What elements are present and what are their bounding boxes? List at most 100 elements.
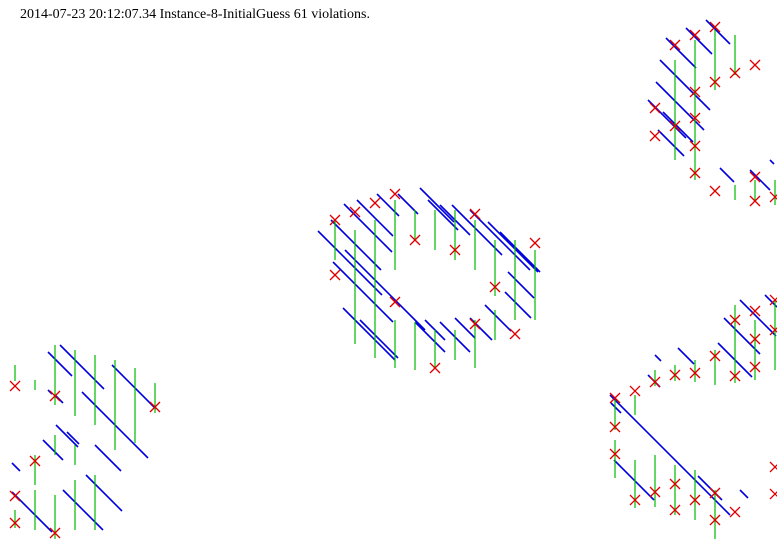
violation-x-icon (609, 448, 621, 460)
diagonal-segment (654, 354, 662, 362)
violation-x-icon (749, 333, 761, 345)
diagonal-segment (655, 81, 705, 131)
violation-x-icon (689, 367, 701, 379)
diagonal-segment (317, 230, 383, 296)
violation-x-icon (689, 140, 701, 152)
violation-x-icon (529, 237, 541, 249)
diagonal-segment (665, 37, 697, 69)
violation-x-icon (409, 234, 421, 246)
diagonal-segment (62, 489, 104, 531)
diagonal-segment (504, 291, 532, 319)
diagonal-segment (662, 111, 694, 143)
diagonal-segment (610, 402, 622, 414)
diagonal-segment (484, 304, 512, 332)
diagonal-segment (343, 203, 393, 253)
violation-x-icon (29, 455, 41, 467)
violation-x-icon (749, 361, 761, 373)
violation-x-icon (729, 314, 741, 326)
diagonal-segment (359, 319, 399, 359)
diagonal-segment (55, 424, 79, 448)
diagonal-segment (54, 394, 64, 404)
diagonal-segment (685, 27, 713, 55)
violation-x-icon (629, 494, 641, 506)
diagonal-segment (330, 219, 382, 271)
diagonal-segment (739, 489, 749, 499)
violation-x-icon (709, 21, 721, 33)
diagonal-segment (11, 491, 53, 533)
diagonal-segment (657, 129, 685, 157)
violation-x-icon (669, 478, 681, 490)
diagonal-segment (739, 299, 777, 337)
violation-x-icon (689, 494, 701, 506)
diagonal-segment (451, 204, 503, 256)
violation-x-icon (9, 517, 21, 529)
diagonal-segment (11, 462, 21, 472)
diagonal-segment (344, 249, 426, 331)
diagonal-segment (469, 209, 531, 271)
violation-x-icon (609, 421, 621, 433)
diagonal-segment (94, 444, 122, 472)
diagonal-segment (59, 344, 105, 390)
violation-x-icon (749, 171, 761, 183)
violation-x-icon (769, 191, 777, 203)
diagonal-segment (719, 167, 735, 183)
violation-x-icon (49, 390, 61, 402)
violation-x-icon (389, 188, 401, 200)
diagonal-segment (613, 459, 655, 501)
diagonal-segment (705, 19, 731, 45)
violation-x-icon (669, 39, 681, 51)
diagonal-segment (419, 187, 455, 223)
violation-x-icon (649, 102, 661, 114)
violation-x-icon (709, 487, 721, 499)
violation-x-icon (649, 130, 661, 142)
diagonal-segment (659, 59, 711, 111)
violation-x-icon (669, 504, 681, 516)
violation-x-icon (369, 197, 381, 209)
diagonal-segment (427, 199, 459, 231)
violation-x-icon (389, 296, 401, 308)
violation-x-icon (769, 324, 777, 336)
violation-x-icon (689, 112, 701, 124)
diagonal-segment (469, 317, 493, 341)
diagonal-segment (677, 347, 695, 365)
violation-x-icon (709, 514, 721, 526)
diagonal-segment (487, 221, 539, 273)
diagonal-segment (111, 364, 157, 410)
violation-x-icon (9, 490, 21, 502)
diagonal-segment (47, 389, 53, 395)
diagonal-segment (332, 261, 394, 323)
diagonal-segment (454, 317, 476, 339)
status-caption: 2014-07-23 20:12:07.34 Instance-8-Initia… (20, 7, 370, 22)
violation-x-icon (149, 401, 161, 413)
diagonal-segment (609, 394, 731, 516)
violation-x-icon (729, 67, 741, 79)
diagonal-segment (769, 159, 775, 165)
violation-x-icon (469, 208, 481, 220)
violation-x-icon (489, 281, 501, 293)
violation-x-icon (749, 305, 761, 317)
violation-x-icon (609, 392, 621, 404)
diagonal-segment (42, 439, 64, 461)
violation-x-icon (769, 461, 777, 473)
violation-x-icon (469, 318, 481, 330)
violation-x-icon (629, 385, 641, 397)
violation-x-icon (709, 350, 721, 362)
violation-x-icon (9, 380, 21, 392)
violation-x-icon (729, 370, 741, 382)
violation-x-icon (329, 269, 341, 281)
violation-x-icon (649, 486, 661, 498)
diagonal-segment (47, 351, 73, 377)
violation-x-icon (669, 120, 681, 132)
diagonal-segment (85, 474, 123, 512)
violation-x-icon (349, 206, 361, 218)
diagonal-segment (66, 431, 80, 445)
violation-x-icon (769, 488, 777, 500)
diagonal-segment (647, 99, 687, 139)
diagonal-segment (356, 199, 394, 237)
diagonal-segment (342, 307, 396, 361)
violation-x-icon (509, 328, 521, 340)
violation-x-icon (709, 76, 721, 88)
diagonal-segment (499, 231, 541, 273)
diagonal-segment (723, 317, 761, 355)
